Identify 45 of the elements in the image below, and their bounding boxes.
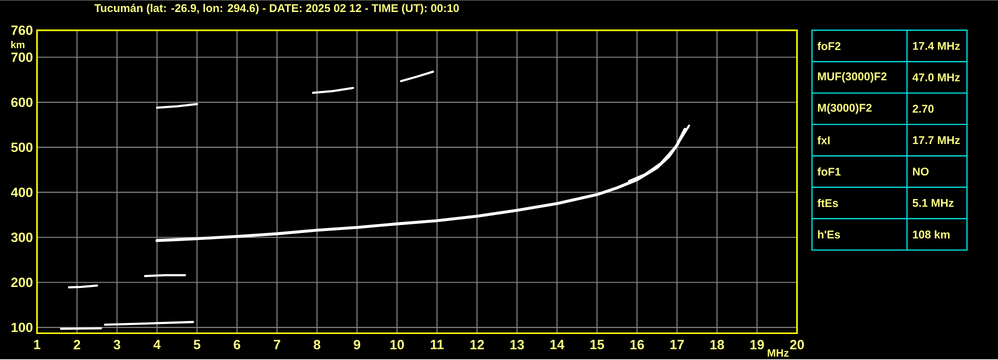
x-tick-label: 1 [34,340,40,349]
x-tick-label: 13 [510,340,524,350]
x-tick-label: 10 [390,340,404,350]
text: 17.4 MHz [912,42,960,50]
y-tick-label: 200 [11,278,32,287]
x-tick-label: 18 [710,340,724,350]
text: 2.70 [912,104,934,113]
y-axis-title: km [11,40,24,48]
y-tick-label: 760 [11,25,32,35]
text: 5.1 MHz [912,198,954,207]
x-tick-label: 17 [670,340,684,349]
text: 108 km [912,230,950,238]
x-tick-label: 5 [194,340,200,350]
text: ftEs [817,198,838,207]
text: fxI [817,136,830,144]
text: 47.0 MHz [912,73,960,82]
x-tick-label: 4 [154,340,161,349]
x-tick-label: 12 [470,340,484,350]
x-tick-label: 7 [274,340,280,349]
y-tick-label: 400 [10,187,32,197]
text: foF1 [817,167,841,176]
x-tick-label: 9 [354,340,360,350]
x-tick-label: 8 [314,340,320,350]
x-tick-label: 2 [74,340,80,350]
x-tick-label: 11 [430,340,444,349]
y-tick-label: 300 [11,232,32,242]
chart-title: Tucumán (lat: -26.9, lon: 294.6) - DATE: 2025 02 12 - TIME (UT): 00:10 [94,4,459,14]
x-tick-label: 3 [114,340,120,350]
y-tick-label: 100 [12,322,32,332]
x-tick-label: 14 [550,340,564,349]
y-tick-label: 600 [11,97,32,107]
x-axis-title: MHz [768,349,789,356]
text: h'Es [818,230,840,238]
x-tick-label: 16 [630,340,644,350]
x-tick-label: 6 [234,340,240,350]
y-tick-label: 500 [11,142,32,152]
text: foF2 [817,42,840,50]
text: 17.7 MHz [912,136,960,144]
text: MUF(3000)F2 [818,72,887,82]
text: M(3000)F2 [818,103,872,114]
y-tick-label: 700 [11,52,32,62]
x-tick-label: 15 [590,340,604,350]
x-tick-label: 20 [790,340,804,350]
x-tick-label: 19 [750,340,764,350]
text: NO [913,167,929,176]
